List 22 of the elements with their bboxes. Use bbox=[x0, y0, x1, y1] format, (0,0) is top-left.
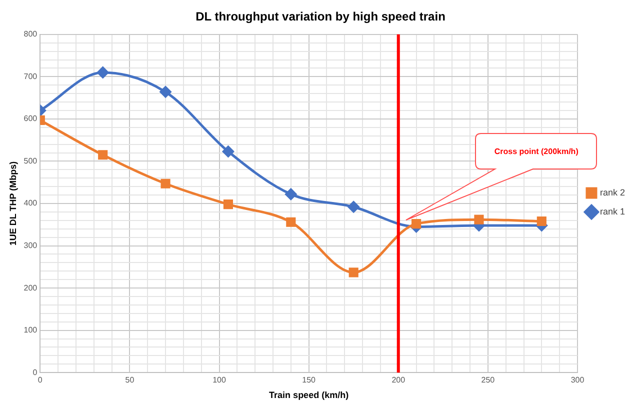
legend-label: rank 1 bbox=[600, 206, 625, 216]
y-tick-label: 300 bbox=[24, 240, 38, 250]
x-tick-label: 100 bbox=[212, 376, 226, 385]
y-tick-label: 200 bbox=[24, 283, 38, 292]
x-axis-title: Train speed (km/h) bbox=[269, 390, 349, 400]
y-tick-label: 500 bbox=[24, 156, 38, 166]
x-tick-label: 150 bbox=[302, 376, 316, 385]
legend-label: rank 2 bbox=[600, 187, 625, 198]
x-tick-label: 200 bbox=[392, 376, 406, 385]
y-tick-label: 600 bbox=[24, 114, 38, 124]
y-tick-label: 800 bbox=[24, 30, 38, 39]
y-tick-label: 0 bbox=[32, 368, 38, 377]
y-axis-title: 1UE DL THP (Mbps) bbox=[8, 161, 18, 246]
y-tick-label: 400 bbox=[24, 198, 38, 208]
annotation: Cross point (200km/h) bbox=[493, 146, 580, 158]
x-tick-label: 250 bbox=[481, 376, 496, 385]
x-tick-label: 50 bbox=[125, 376, 135, 385]
y-tick-label: 100 bbox=[24, 326, 38, 335]
y-tick-label: 700 bbox=[24, 72, 38, 81]
x-tick-label: 300 bbox=[570, 376, 585, 385]
chart-title: DL throughput variation by high speed train bbox=[196, 10, 446, 24]
speech-bubble: Cross point (200km/h) bbox=[405, 133, 598, 222]
